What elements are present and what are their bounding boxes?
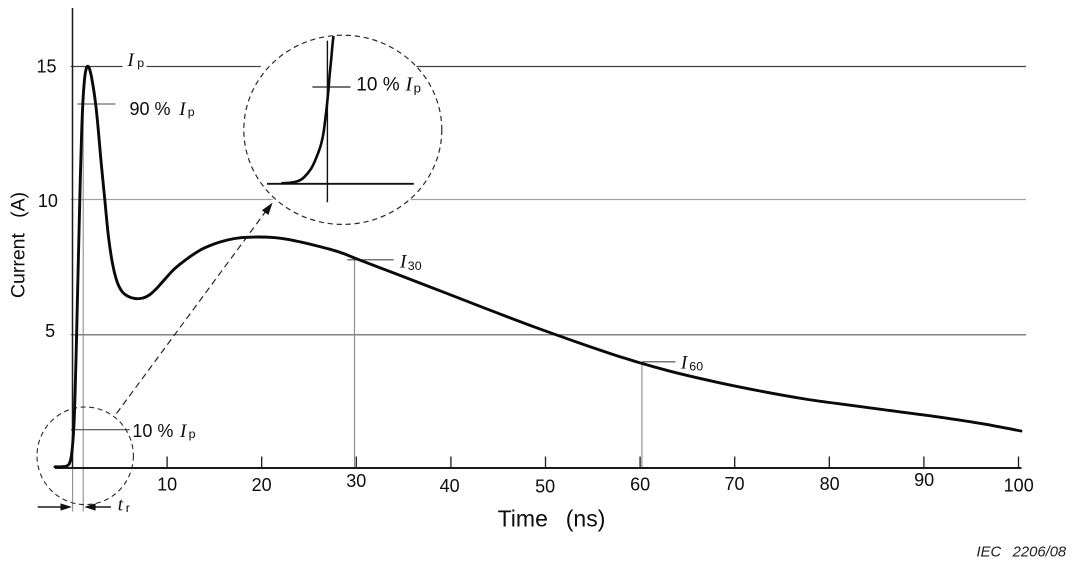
svg-text:I: I <box>680 353 689 374</box>
svg-text:30: 30 <box>408 259 422 273</box>
svg-text:IEC 2206/08: IEC 2206/08 <box>977 545 1067 561</box>
svg-text:100: 100 <box>1004 476 1034 496</box>
svg-text:p: p <box>137 56 144 70</box>
svg-text:r: r <box>126 501 130 515</box>
svg-text:20: 20 <box>252 475 272 495</box>
svg-text:15: 15 <box>36 57 56 77</box>
svg-text:I: I <box>179 421 188 442</box>
svg-text:60: 60 <box>630 475 650 495</box>
svg-text:10: 10 <box>38 191 58 211</box>
svg-text:Time (ns): Time (ns) <box>498 506 606 532</box>
svg-text:30: 30 <box>346 471 366 491</box>
svg-text:p: p <box>189 427 196 441</box>
svg-text:Current (A): Current (A) <box>7 192 29 298</box>
svg-text:80: 80 <box>820 474 840 494</box>
svg-text:70: 70 <box>724 474 744 494</box>
svg-text:50: 50 <box>535 477 555 497</box>
svg-text:10 %: 10 % <box>356 75 399 96</box>
svg-text:I: I <box>405 74 414 96</box>
svg-text:60: 60 <box>689 359 703 373</box>
svg-text:I: I <box>399 252 408 273</box>
svg-text:t: t <box>118 495 124 516</box>
svg-text:90: 90 <box>914 470 934 490</box>
svg-text:p: p <box>188 105 195 119</box>
svg-text:10 %: 10 % <box>132 421 173 441</box>
svg-text:p: p <box>414 80 421 95</box>
svg-text:I: I <box>178 99 187 120</box>
svg-text:90 %: 90 % <box>130 99 171 119</box>
svg-text:40: 40 <box>440 476 460 496</box>
svg-text:10: 10 <box>157 475 177 495</box>
svg-text:5: 5 <box>45 321 55 341</box>
svg-text:I: I <box>127 50 136 71</box>
